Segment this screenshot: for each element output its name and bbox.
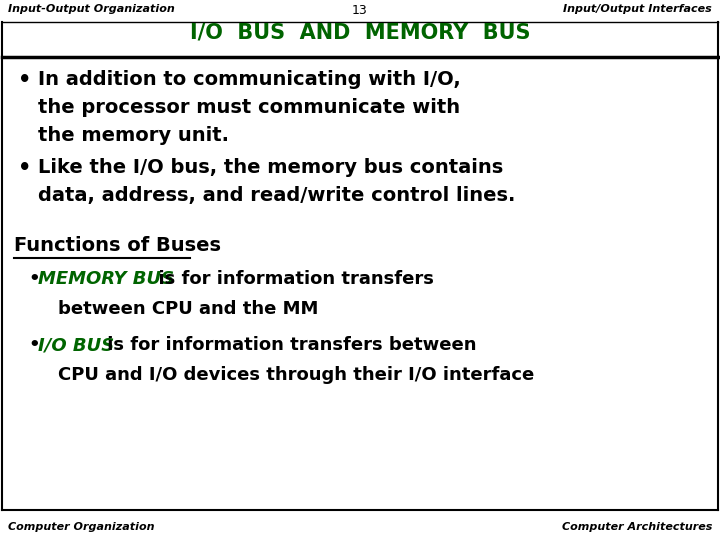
Text: MEMORY BUS: MEMORY BUS [38,270,174,288]
Text: data, address, and read/write control lines.: data, address, and read/write control li… [38,186,516,205]
Text: between CPU and the MM: between CPU and the MM [58,300,318,318]
Text: Like the I/O bus, the memory bus contains: Like the I/O bus, the memory bus contain… [38,158,503,177]
Text: •: • [28,336,40,354]
Text: is for information transfers between: is for information transfers between [101,336,477,354]
Text: I/O  BUS  AND  MEMORY  BUS: I/O BUS AND MEMORY BUS [190,22,530,42]
Text: CPU and I/O devices through their I/O interface: CPU and I/O devices through their I/O in… [58,366,534,384]
Text: 13: 13 [352,4,368,17]
Text: •: • [18,70,32,90]
Text: I/O BUS: I/O BUS [38,336,114,354]
Text: the processor must communicate with: the processor must communicate with [38,98,460,117]
Text: In addition to communicating with I/O,: In addition to communicating with I/O, [38,70,461,89]
Text: Computer Organization: Computer Organization [8,522,155,532]
Text: Functions of Buses: Functions of Buses [14,236,221,255]
Text: •: • [18,158,32,178]
Text: Input-Output Organization: Input-Output Organization [8,4,175,14]
Text: •: • [28,270,40,288]
Text: Input/Output Interfaces: Input/Output Interfaces [563,4,712,14]
Text: the memory unit.: the memory unit. [38,126,229,145]
Text: is for information transfers: is for information transfers [146,270,434,288]
Text: Computer Architectures: Computer Architectures [562,522,712,532]
